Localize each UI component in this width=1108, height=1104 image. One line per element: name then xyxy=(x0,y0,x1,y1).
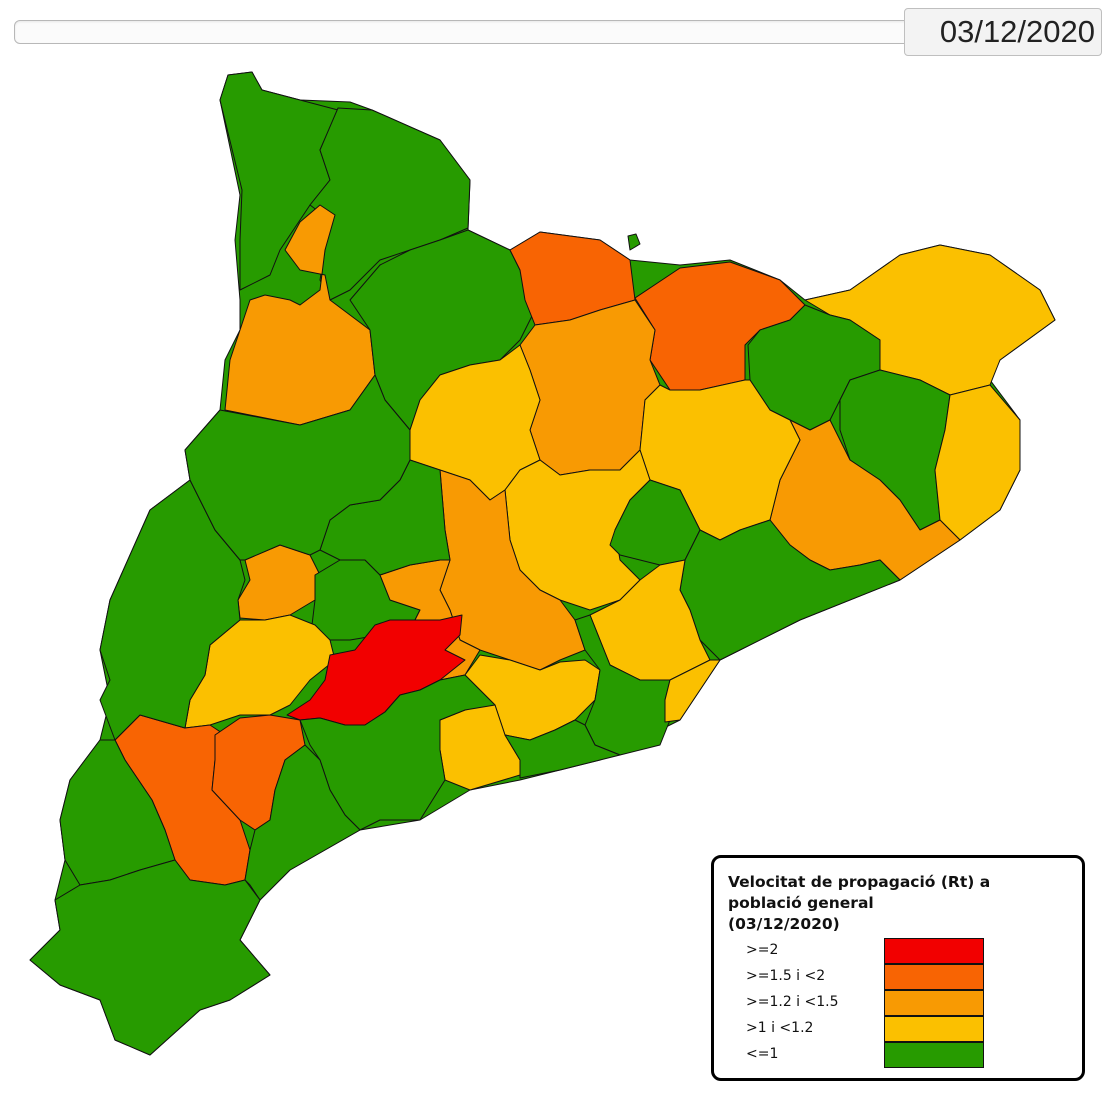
date-display: 03/12/2020 xyxy=(904,8,1102,56)
region-r06 xyxy=(634,261,806,391)
date-slider[interactable] xyxy=(14,20,916,44)
legend-title-line1: Velocitat de propagació (Rt) a xyxy=(728,873,991,891)
legend-item: >=2 xyxy=(746,938,1076,964)
region-r03 xyxy=(224,204,376,426)
legend-swatch xyxy=(884,938,984,964)
legend-item: <=1 xyxy=(746,1042,1076,1068)
region-r02 xyxy=(309,107,471,301)
legend-item: >=1.5 i <2 xyxy=(746,964,1076,990)
region-r01 xyxy=(219,71,339,291)
legend-item-label: >=1.2 i <1.5 xyxy=(746,994,839,1010)
region-r16 xyxy=(609,479,701,566)
region-r28 xyxy=(574,614,671,756)
legend-swatch xyxy=(884,1016,984,1042)
legend-item: >=1.2 i <1.5 xyxy=(746,990,1076,1016)
region-r36 xyxy=(184,374,411,561)
region-r29 xyxy=(664,659,721,723)
region-r38 xyxy=(29,859,271,1056)
legend-swatch xyxy=(884,964,984,990)
region-r11 xyxy=(934,384,1021,541)
region-r09 xyxy=(519,299,661,476)
legend-item: >1 i <1.2 xyxy=(746,1016,1076,1042)
region-r39 xyxy=(627,233,641,251)
catalonia-map xyxy=(29,71,1056,1056)
legend-title-line2: població general xyxy=(728,894,874,912)
legend-title: Velocitat de propagació (Rt) a població … xyxy=(728,872,1058,935)
legend-swatch xyxy=(884,1042,984,1068)
map-legend: Velocitat de propagació (Rt) a població … xyxy=(711,855,1085,1081)
legend-title-line3: (03/12/2020) xyxy=(728,915,840,933)
legend-swatch xyxy=(884,990,984,1016)
legend-item-label: <=1 xyxy=(746,1046,779,1062)
legend-item-label: >=1.5 i <2 xyxy=(746,968,826,984)
legend-item-label: >1 i <1.2 xyxy=(746,1020,814,1036)
legend-item-label: >=2 xyxy=(746,942,779,958)
region-r35 xyxy=(99,479,246,741)
region-r30 xyxy=(504,719,621,779)
